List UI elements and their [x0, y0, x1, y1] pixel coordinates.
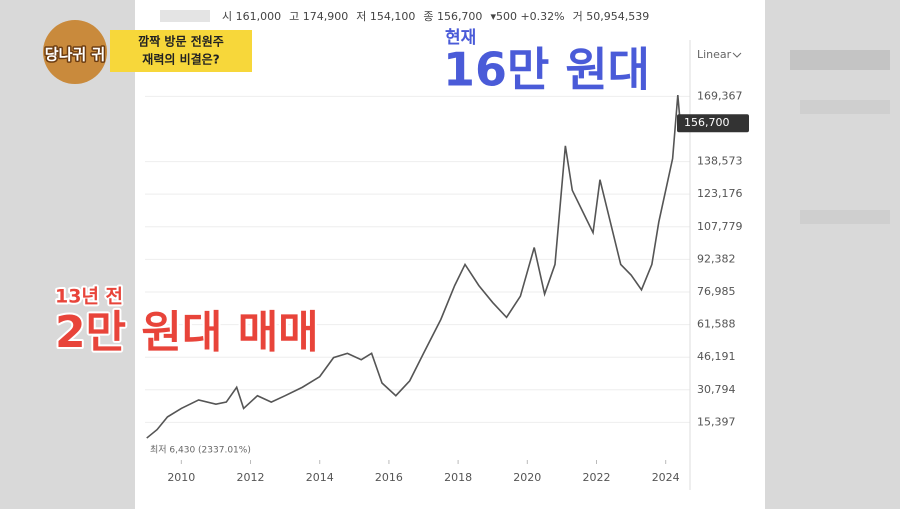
x-tick-label: 2022 — [583, 471, 611, 484]
dropdown-arrow[interactable] — [732, 52, 742, 58]
caption-big: 16만 원대 — [443, 43, 650, 97]
info-item: 거 50,954,539 — [573, 10, 650, 23]
low-note: 최저 6,430 (2337.01%) — [150, 445, 251, 456]
y-tick-label: 138,573 — [697, 155, 743, 168]
info-bar: 시 161,000 고 174,900 저 154,100 종 156,700 ▾500… — [222, 10, 649, 23]
info-item: 고 174,900 — [289, 10, 348, 23]
info-item: ▾500 +0.32% — [490, 10, 564, 23]
blur-block — [790, 50, 890, 70]
blur-block — [160, 10, 210, 22]
price-tag-label: 156,700 — [684, 116, 730, 129]
y-tick-label: 61,588 — [697, 318, 736, 331]
y-tick-label: 76,985 — [697, 285, 736, 298]
y-tick-label: 92,382 — [697, 252, 736, 265]
info-item: 시 161,000 — [222, 10, 281, 23]
banner-box — [110, 30, 252, 72]
price-tag — [677, 114, 749, 133]
blur-block — [800, 210, 890, 224]
y-tick-label: 46,191 — [697, 350, 736, 363]
scale-mode[interactable]: Linear — [697, 48, 732, 61]
x-tick-label: 2012 — [237, 471, 265, 484]
y-tick-label: 169,367 — [697, 89, 743, 102]
banner-line: 재력의 비결은? — [142, 52, 219, 67]
logo-badge — [43, 20, 107, 84]
info-item: 저 154,100 — [356, 10, 415, 23]
logo: 당나귀 귀 — [45, 46, 105, 64]
price-line — [146, 94, 682, 439]
caption-small: 13년 전 — [55, 286, 123, 308]
x-tick-label: 2024 — [652, 471, 680, 484]
y-tick-label: 30,794 — [697, 383, 736, 396]
x-tick-label: 2018 — [444, 471, 472, 484]
caption-small: 현재 — [445, 28, 476, 48]
x-tick-label: 2014 — [306, 471, 334, 484]
blur-block — [800, 100, 890, 114]
y-tick-label: 107,779 — [697, 220, 743, 233]
x-tick-label: 2010 — [167, 471, 195, 484]
y-tick-label: 15,397 — [697, 415, 736, 428]
caption-big: 2만 원대 매매 — [55, 307, 319, 358]
plot: 15,397 30,794 46,191 61,588 76,985 92,382 107,… — [145, 40, 749, 490]
x-tick-label: 2020 — [513, 471, 541, 484]
x-tick-label: 2016 — [375, 471, 403, 484]
banner-line: 깜짝 방문 전원주 — [138, 34, 224, 49]
y-tick-label: 123,176 — [697, 187, 743, 200]
chart-panel — [135, 0, 765, 509]
info-item: 종 156,700 — [423, 10, 482, 23]
